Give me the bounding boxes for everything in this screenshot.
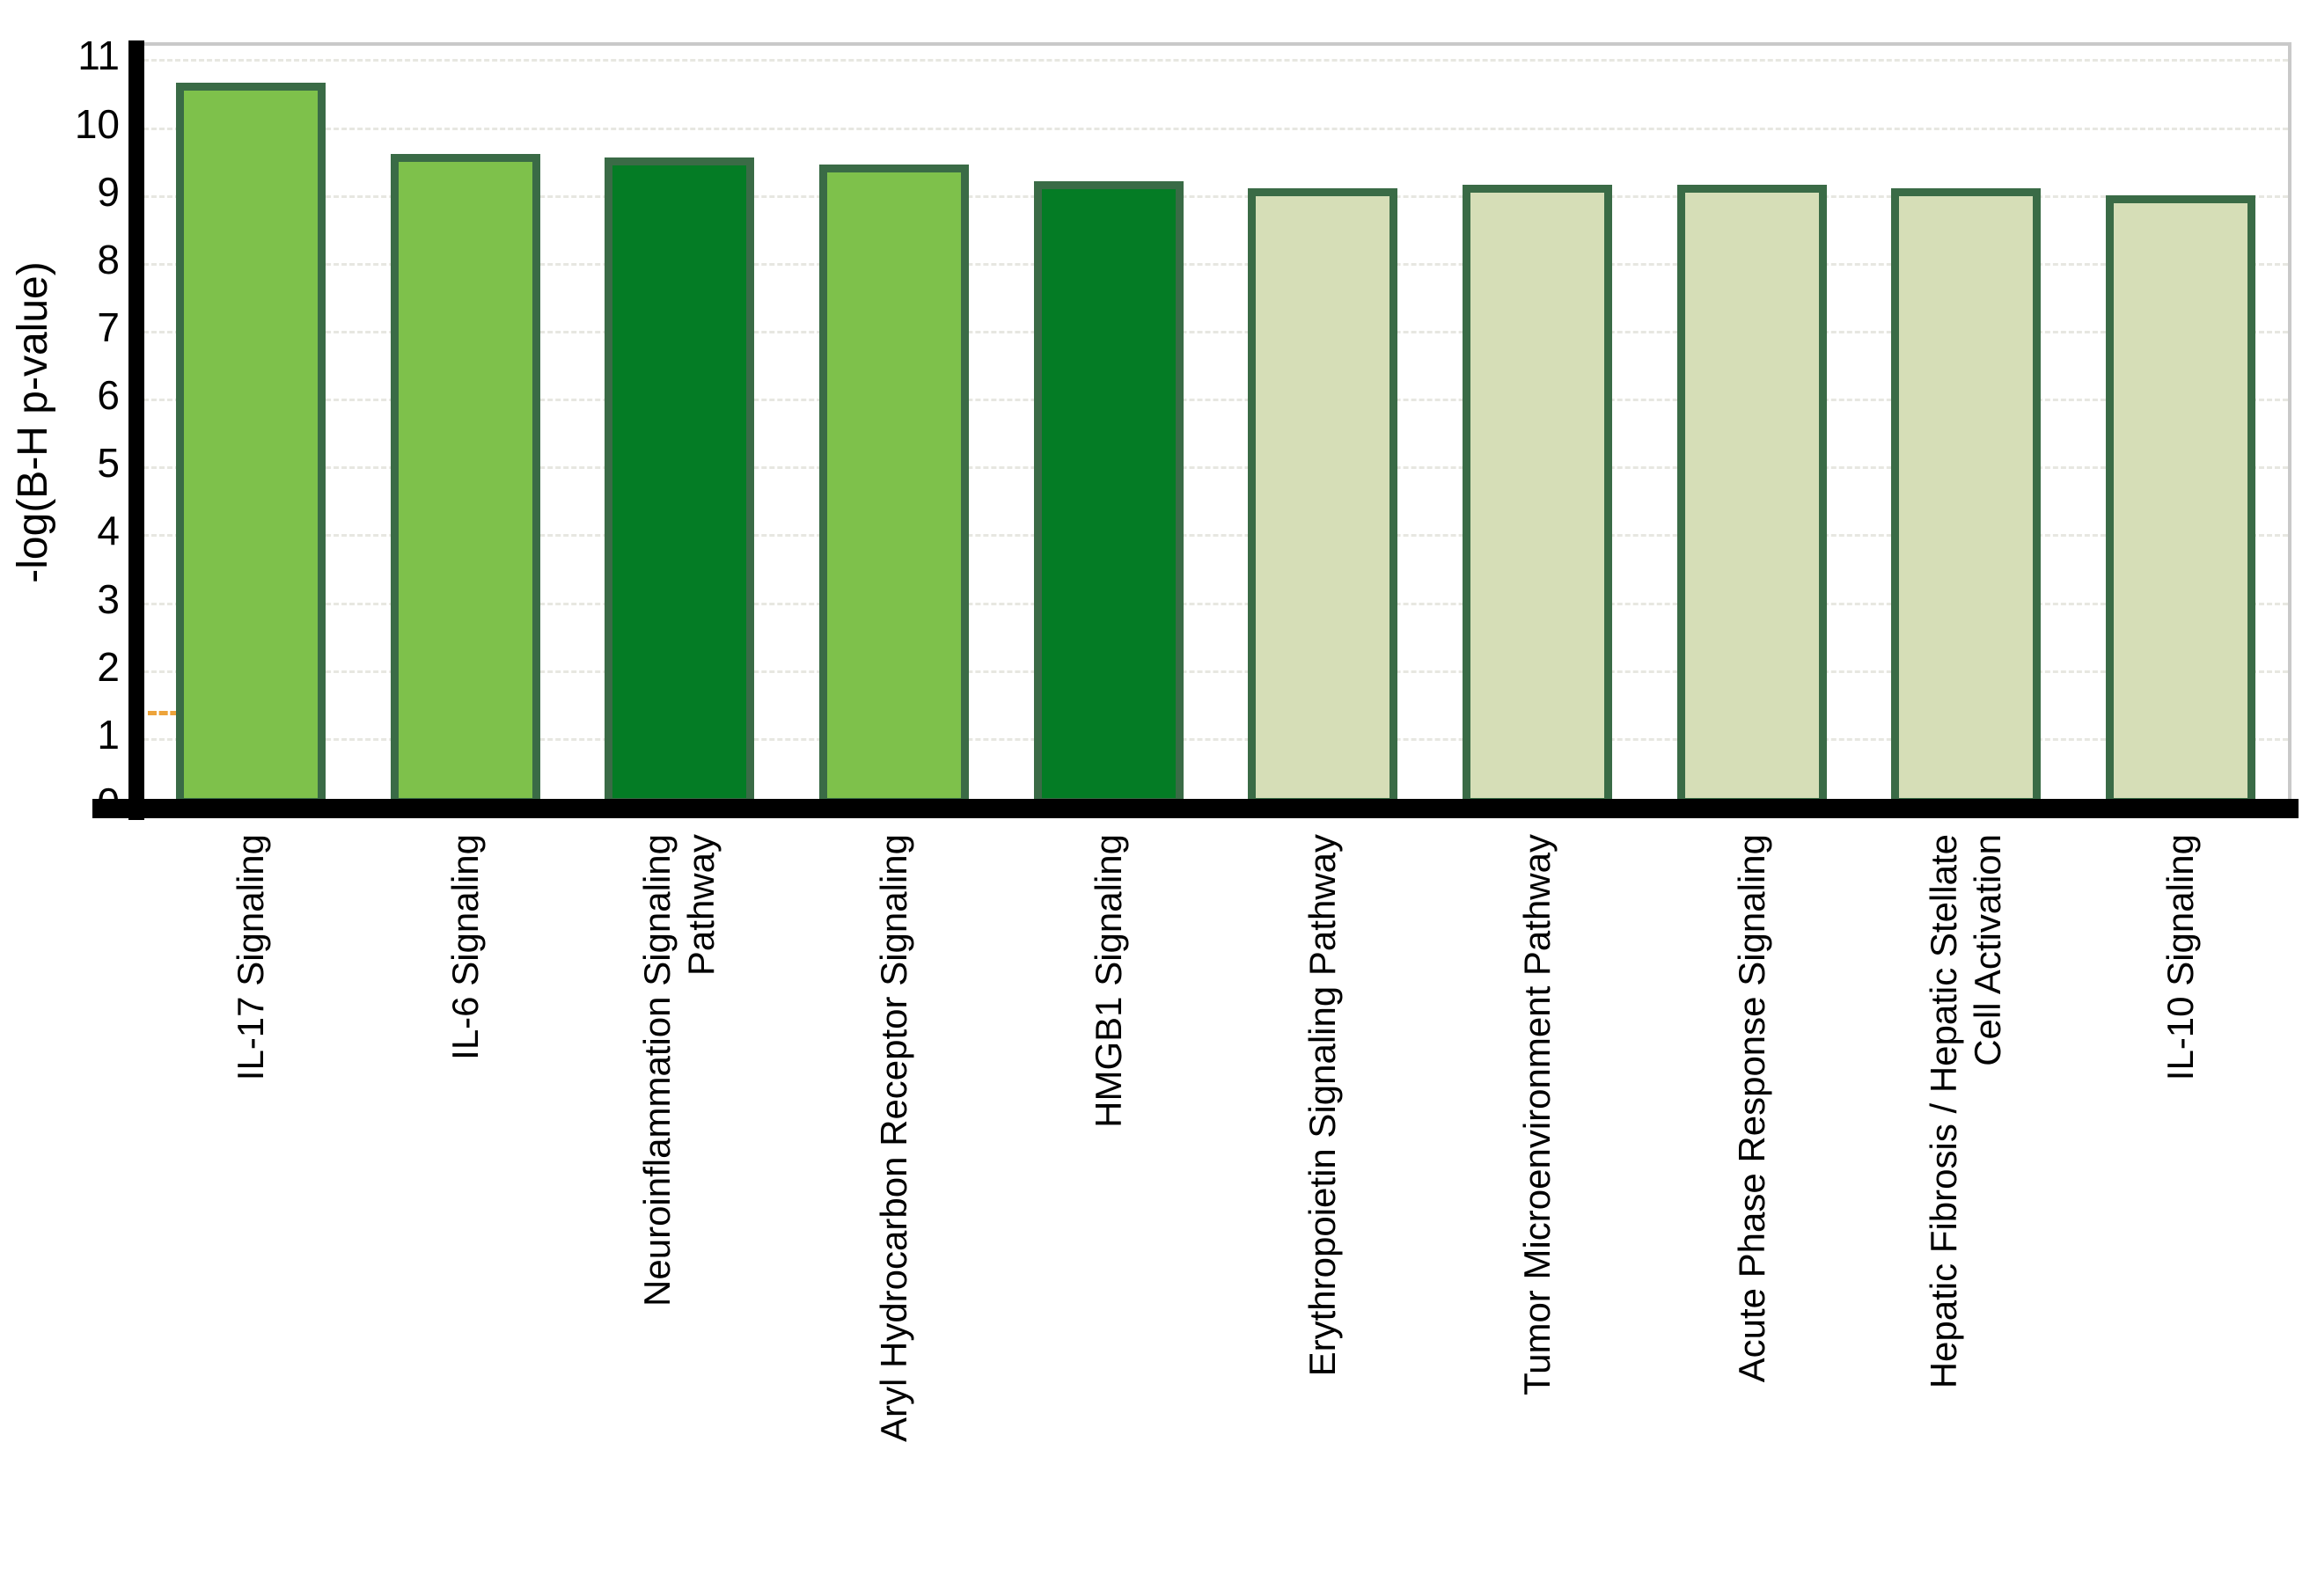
y-tick-9: 9 [97,168,120,215]
bar-4 [818,165,969,806]
x-label-4: Aryl Hydrocarbon Receptor Signaling [872,834,914,1443]
x-label-3: Neuroinflammation Signaling Pathway [636,834,722,1307]
bar-8 [1676,185,1827,806]
y-tick-8: 8 [97,236,120,282]
gridline [143,59,2288,62]
x-axis-line [92,799,2299,818]
gridline [143,194,2288,198]
bar-6 [1248,188,1398,806]
bar-7 [1463,185,1613,806]
y-tick-1: 1 [97,711,120,758]
y-tick-0: 0 [97,780,120,825]
x-label-5: HMGB1 Signaling [1087,834,1129,1128]
gridline [143,127,2288,130]
x-label-7: Tumor Microenvironment Pathway [1516,834,1558,1395]
bar-10 [2106,194,2256,806]
plot-area [143,42,2291,806]
y-tick-4: 4 [97,508,120,554]
bar-2 [390,154,540,806]
bar-9 [1891,188,2042,806]
y-axis-line [128,40,144,820]
y-tick-2: 2 [97,643,120,690]
bar-3 [605,157,755,806]
threshold-line [148,711,190,715]
gridline [143,602,2288,605]
y-tick-3: 3 [97,575,120,622]
bar-1 [175,83,326,806]
gridline [143,670,2288,673]
x-label-6: Erythropoietin Signaling Pathway [1301,834,1344,1377]
gridline [143,399,2288,402]
y-tick-6: 6 [97,372,120,419]
x-label-10: IL-10 Signaling [2159,834,2202,1081]
gridline [143,737,2288,741]
x-label-1: IL-17 Signaling [229,834,271,1081]
x-label-8: Acute Phase Response Signaling [1730,834,1772,1383]
y-tick-10: 10 [74,100,120,147]
gridline [143,534,2288,538]
gridline [143,466,2288,470]
gridline [143,331,2288,334]
y-tick-11: 11 [77,33,120,79]
x-label-2: IL-6 Signaling [444,834,486,1060]
gridline [143,262,2288,266]
bar-5 [1033,181,1184,806]
y-tick-7: 7 [97,304,120,351]
y-tick-5: 5 [97,440,120,487]
x-label-9: Hepatic Fibrosis / Hepatic Stellate Cell… [1923,834,2009,1389]
